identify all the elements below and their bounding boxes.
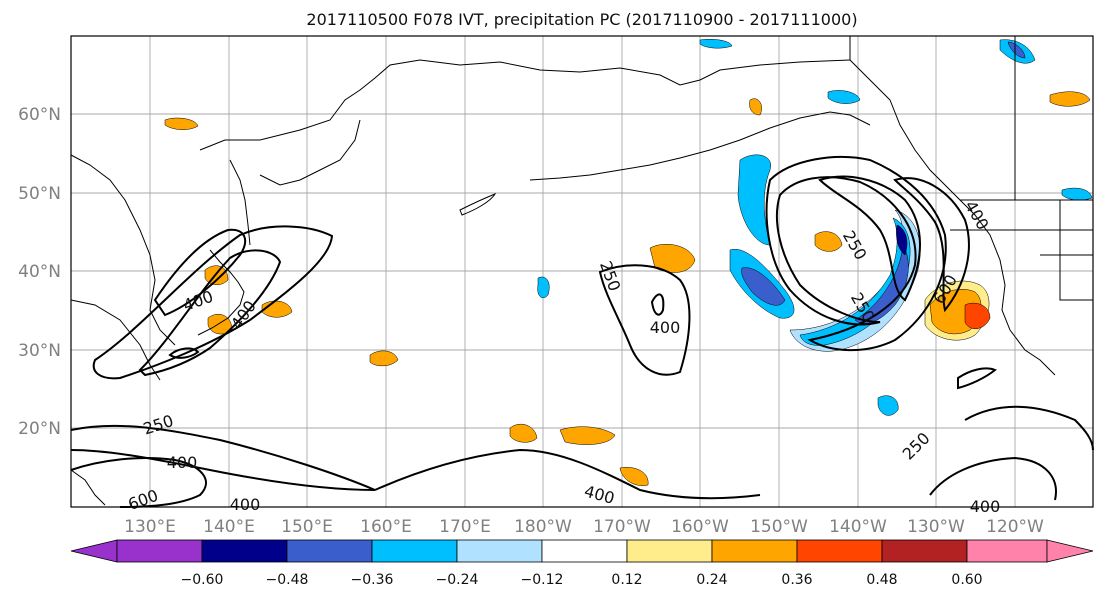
lon-label: 180°W: [514, 517, 572, 537]
colorbar-segment: [711, 539, 798, 563]
colorbar-tick-label: 0.60: [951, 572, 982, 588]
graticule: [71, 36, 1093, 507]
colorbar-tick-label: −0.48: [266, 572, 309, 588]
figure-title: 2017110500 F078 IVT, precipitation PC (2…: [306, 10, 857, 29]
colorbar-segment: [796, 539, 883, 563]
precip-negative-area: [877, 395, 899, 416]
ivt-contour-400: [818, 175, 921, 302]
map-border: [70, 35, 1094, 508]
contour-label: 400: [650, 318, 681, 337]
precip-positive-area: [164, 117, 199, 130]
contour-label: 400: [230, 495, 261, 514]
coastline: [259, 119, 361, 186]
colorbar-segment: [286, 539, 373, 563]
colorbar-tick-label: 0.48: [866, 572, 897, 588]
lon-label: 170°W: [593, 517, 651, 537]
precip-negative-area: [896, 224, 908, 256]
ivt-contours: [70, 155, 1094, 508]
colorbar-tick-label: −0.36: [351, 572, 394, 588]
lon-label: 140°W: [829, 517, 887, 537]
colorbar-segment: [966, 539, 1048, 563]
precip-negative-area: [1061, 187, 1093, 201]
coastline: [70, 469, 106, 506]
colorbar-extend-low: [70, 539, 118, 563]
ivt-contour-250: [929, 456, 1057, 501]
lon-label: 150°E: [281, 517, 333, 537]
lon-label: 160°W: [671, 517, 729, 537]
colorbar-segment: [626, 539, 713, 563]
colorbar-tick-label: 0.12: [611, 572, 642, 588]
lon-label: 150°W: [750, 517, 808, 537]
colorbar: [70, 539, 1094, 563]
contour-label: 400: [167, 453, 198, 472]
precip-positive-area: [964, 302, 991, 329]
lon-label: 130°E: [124, 517, 176, 537]
precip-positive-area: [509, 423, 538, 443]
precip-positive-area: [369, 350, 399, 367]
map-panel: 400 400 250 400 400 600 400 250 400 250 …: [70, 35, 1094, 516]
colorbar-tick-label: −0.60: [181, 572, 224, 588]
precip-negative-area: [699, 39, 733, 49]
precip-negative-area: [854, 244, 909, 324]
colorbar-segment: [371, 539, 458, 563]
lat-label: 60°N: [18, 105, 61, 125]
colorbar-segment: [116, 539, 203, 563]
ivt-contour-250: [598, 264, 691, 376]
ivt-contour-400: [70, 457, 207, 508]
precip-negative-area: [737, 154, 772, 246]
ivt-contour-600: [893, 177, 970, 313]
colorbar-segment: [541, 539, 628, 563]
ivt-contour-250: [957, 367, 997, 390]
colorbar-tick-label: 0.24: [696, 572, 727, 588]
lon-label: 160°E: [360, 517, 412, 537]
coastline: [849, 36, 1056, 376]
precip-positive-area: [1049, 91, 1091, 107]
coastline: [1059, 200, 1093, 301]
lat-label: 30°N: [18, 341, 61, 361]
ivt-contour-250: [70, 424, 376, 491]
lon-label: 130°W: [907, 517, 965, 537]
colorbar-tick-label: −0.12: [521, 572, 564, 588]
colorbar-segment: [456, 539, 543, 563]
ivt-contour-250: [765, 155, 947, 352]
precip-positive-area: [559, 426, 616, 445]
ivt-contour-250: [374, 448, 761, 500]
colorbar-extend-high: [1046, 539, 1094, 563]
lon-label: 120°W: [986, 517, 1044, 537]
ivt-contour-400: [138, 249, 282, 377]
ivt-contour-400: [168, 347, 200, 359]
ivt-contour-400: [153, 228, 247, 317]
colorbar-segment: [201, 539, 288, 563]
precip-negative-area: [741, 267, 786, 306]
ivt-contour-250: [92, 225, 334, 380]
ivt-contour-250: [964, 405, 1094, 451]
coastline: [199, 59, 851, 151]
precip-positive-area: [749, 98, 762, 116]
latitude-labels: 20°N 30°N 40°N 50°N 60°N: [18, 105, 61, 439]
precip-positive-area: [814, 231, 843, 252]
colorbar-tick-label: −0.24: [436, 572, 479, 588]
longitude-labels: 130°E 140°E 150°E 160°E 170°E 180°W 170°…: [124, 517, 1044, 537]
precip-positive-area: [619, 467, 649, 486]
lon-label: 140°E: [203, 517, 255, 537]
precip-negative-area: [827, 90, 861, 104]
colorbar-ticks: −0.60 −0.48 −0.36 −0.24 −0.12 0.12 0.24 …: [181, 572, 983, 588]
lat-label: 40°N: [18, 262, 61, 282]
colorbar-segment: [881, 539, 968, 563]
coastline: [459, 192, 497, 216]
precip-negative-area: [537, 276, 550, 299]
lat-label: 20°N: [18, 419, 61, 439]
ivt-contour-400: [650, 293, 665, 316]
lat-label: 50°N: [18, 184, 61, 204]
coastline: [529, 111, 871, 181]
coastline: [70, 154, 176, 346]
colorbar-tick-label: 0.36: [781, 572, 812, 588]
lon-label: 170°E: [439, 517, 491, 537]
